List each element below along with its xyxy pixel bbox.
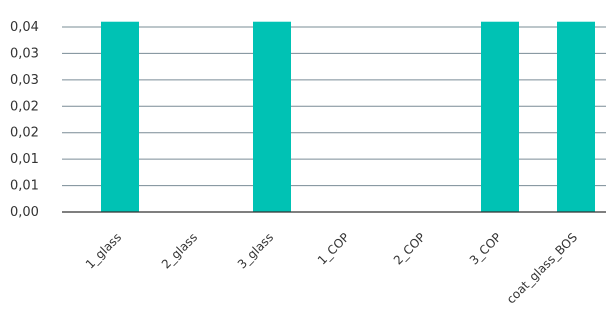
y-tick-label: 0,01 xyxy=(10,152,39,167)
bar-3-glass xyxy=(253,21,291,213)
bar-3-cop xyxy=(481,21,519,213)
y-tick-label: 0,02 xyxy=(10,126,39,141)
bar-coat-glass-bos xyxy=(557,21,595,213)
y-tick-label: 0,01 xyxy=(10,179,39,194)
x-category-label: 1_glass xyxy=(83,230,124,271)
x-category-label: 3_glass xyxy=(235,230,276,271)
x-category-label: coat_glass_BOS xyxy=(504,230,580,306)
y-tick-label: 0,00 xyxy=(10,205,39,220)
x-category-label: 1_COP xyxy=(315,230,352,267)
x-category-label: 3_COP xyxy=(467,230,504,267)
y-tick-label: 0,02 xyxy=(10,99,39,114)
grid-lines xyxy=(62,26,606,187)
bar-1-glass xyxy=(101,21,139,213)
y-tick-label: 0,03 xyxy=(10,46,39,61)
y-axis-tick-labels: 0,00 0,01 0,01 0,02 0,02 0,03 0,03 0,04 xyxy=(10,20,39,220)
y-tick-label: 0,04 xyxy=(10,20,39,35)
y-tick-label: 0,03 xyxy=(10,73,39,88)
x-category-label: 2_COP xyxy=(391,230,428,267)
bars xyxy=(101,21,595,213)
x-axis-category-labels: 1_glass 2_glass 3_glass 1_COP 2_COP 3_COP coat… xyxy=(83,230,580,306)
x-category-label: 2_glass xyxy=(159,230,200,271)
